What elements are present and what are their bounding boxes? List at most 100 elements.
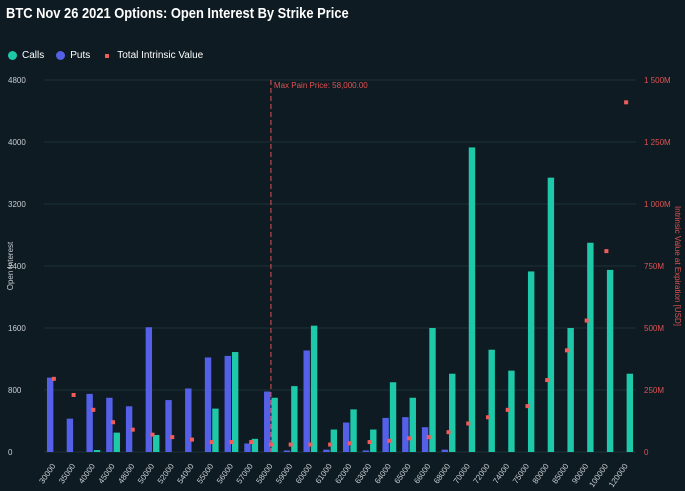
intrinsic-marker <box>51 376 56 381</box>
intrinsic-marker <box>446 430 451 435</box>
x-tick-label: 120000 <box>607 462 630 489</box>
x-tick-label: 74000 <box>491 462 511 486</box>
x-tick-label: 57000 <box>235 462 255 486</box>
put-bar <box>106 397 113 452</box>
y2-tick-label: 1 500M <box>644 76 671 85</box>
put-bar <box>66 418 74 452</box>
put-bar <box>264 391 271 452</box>
x-tick-label: 59000 <box>274 462 294 486</box>
x-tick-label: 40000 <box>77 462 97 486</box>
intrinsic-marker <box>190 437 194 442</box>
x-tick-label: 50000 <box>136 462 156 486</box>
call-bar <box>93 450 101 452</box>
call-bar <box>231 352 239 452</box>
put-bar <box>303 350 310 452</box>
y-tick-label: 0 <box>8 448 13 457</box>
y-tick-label: 4000 <box>8 138 26 147</box>
intrinsic-swatch-icon <box>105 53 110 58</box>
intrinsic-marker <box>130 427 135 432</box>
legend-item-calls[interactable]: Calls <box>8 50 44 61</box>
x-tick-label: 54000 <box>176 462 196 486</box>
put-bar <box>382 417 389 452</box>
put-bar <box>204 357 212 452</box>
call-bar <box>429 328 436 452</box>
legend-item-puts[interactable]: Puts <box>56 50 90 61</box>
put-bar <box>86 393 93 452</box>
intrinsic-marker <box>426 435 431 440</box>
put-bar <box>342 422 350 452</box>
put-bar <box>125 406 133 452</box>
put-bar <box>165 400 172 452</box>
x-tick-label: 48000 <box>116 462 136 486</box>
call-bar <box>606 269 614 452</box>
call-bar <box>508 370 515 452</box>
put-bar <box>224 355 231 452</box>
put-bar <box>402 417 409 452</box>
y-tick-label: 800 <box>8 386 22 395</box>
x-tick-label: 60000 <box>294 462 314 486</box>
call-bar <box>527 271 535 452</box>
x-tick-label: 30000 <box>37 462 57 486</box>
x-tick-label: 58000 <box>254 462 274 486</box>
intrinsic-marker <box>545 378 550 383</box>
put-bar <box>441 449 449 452</box>
put-bar <box>145 327 153 452</box>
y2-tick-label: 500M <box>644 324 664 333</box>
x-tick-label: 85000 <box>550 462 570 486</box>
legend-label-calls: Calls <box>22 50 45 61</box>
intrinsic-marker <box>604 249 609 254</box>
intrinsic-marker <box>367 440 372 445</box>
call-bar <box>310 325 318 452</box>
legend-label-puts: Puts <box>70 50 91 61</box>
intrinsic-marker <box>387 438 392 443</box>
call-bar <box>113 432 120 452</box>
intrinsic-marker <box>624 100 629 105</box>
x-tick-label: 45000 <box>97 462 117 486</box>
legend-label-intrinsic: Total Intrinsic Value <box>117 50 204 61</box>
call-bar <box>350 409 357 452</box>
call-bar <box>212 408 219 452</box>
puts-swatch-icon <box>56 51 66 60</box>
put-bar <box>323 449 330 452</box>
calls-swatch-icon <box>8 51 17 60</box>
intrinsic-marker <box>328 442 333 447</box>
call-bar <box>449 373 456 452</box>
x-tick-label: 35000 <box>57 462 77 486</box>
y-tick-label: 2400 <box>8 262 26 271</box>
call-bar <box>587 242 594 452</box>
call-bar <box>330 429 338 452</box>
intrinsic-marker <box>229 440 234 445</box>
x-tick-label: 68000 <box>432 462 452 486</box>
call-bar <box>389 382 397 452</box>
put-bar <box>244 443 251 452</box>
y2-tick-label: 750M <box>644 262 664 271</box>
y-tick-label: 1600 <box>8 324 26 333</box>
put-bar <box>421 427 429 452</box>
y-tick-label: 4800 <box>8 76 26 85</box>
intrinsic-marker <box>407 436 412 441</box>
put-bar <box>46 377 54 452</box>
x-tick-label: 66000 <box>412 462 432 486</box>
x-tick-label: 72000 <box>472 462 492 486</box>
x-tick-label: 52000 <box>156 462 176 486</box>
intrinsic-marker <box>584 318 589 323</box>
intrinsic-marker <box>347 441 352 446</box>
x-tick-label: 62000 <box>333 462 353 486</box>
intrinsic-markers-layer <box>51 100 629 447</box>
call-bar <box>271 397 278 452</box>
intrinsic-marker <box>111 420 116 425</box>
x-tick-label: 80000 <box>531 462 551 486</box>
x-tick-label: 63000 <box>353 462 373 486</box>
x-tick-label: 55000 <box>195 462 215 486</box>
intrinsic-marker <box>170 435 175 440</box>
call-bar <box>251 438 259 452</box>
intrinsic-marker <box>249 440 254 445</box>
intrinsic-marker <box>288 442 293 447</box>
call-bar <box>409 397 416 452</box>
chart-legend: Calls Puts Total Intrinsic Value <box>8 50 203 61</box>
intrinsic-marker <box>209 440 214 445</box>
legend-item-intrinsic[interactable]: Total Intrinsic Value <box>102 50 203 61</box>
intrinsic-marker <box>525 404 530 409</box>
x-tick-label: 90000 <box>570 462 590 486</box>
